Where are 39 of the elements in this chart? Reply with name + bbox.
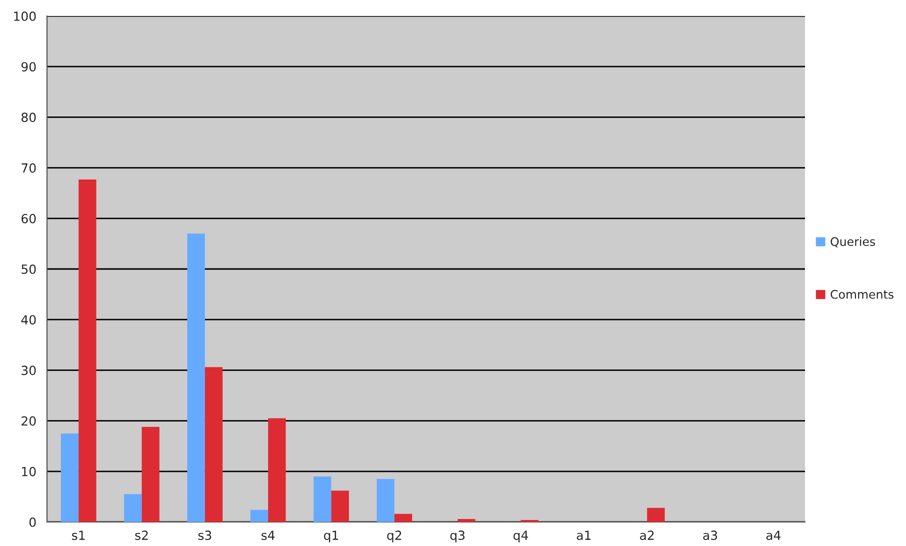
bar xyxy=(124,494,142,522)
bar xyxy=(394,514,412,522)
x-tick-label: q3 xyxy=(450,530,465,542)
bar xyxy=(647,508,665,522)
x-tick-label: q2 xyxy=(387,530,402,542)
x-tick-label: a4 xyxy=(766,530,781,540)
bar xyxy=(204,367,223,522)
bar xyxy=(187,234,205,522)
y-tick-label: 80 xyxy=(22,112,36,122)
y-tick-label: 50 xyxy=(22,264,36,274)
bar xyxy=(142,426,160,522)
y-tick-label: 20 xyxy=(22,416,36,426)
x-tick-label: q4 xyxy=(513,530,528,542)
bar xyxy=(268,418,286,522)
x-tick-label: s3 xyxy=(198,530,212,540)
x-tick-label: a2 xyxy=(640,530,654,540)
legend-label: Queries xyxy=(830,236,876,248)
y-tick-label: 60 xyxy=(22,214,36,224)
x-tick-label: a1 xyxy=(576,530,591,540)
y-tick-label: 40 xyxy=(21,315,36,325)
y-tick-label: 30 xyxy=(22,366,36,376)
y-tick-label: 10 xyxy=(22,466,36,476)
y-tick-label: 90 xyxy=(21,62,36,72)
bar xyxy=(250,510,268,522)
y-tick-label: 70 xyxy=(22,163,36,173)
x-tick-label: s4 xyxy=(262,530,275,540)
bar xyxy=(78,179,96,522)
bar xyxy=(458,518,476,522)
x-tick-label: a3 xyxy=(703,530,718,540)
bar xyxy=(314,476,332,522)
bar xyxy=(60,433,79,522)
legend-label: Comments xyxy=(830,290,894,299)
bar xyxy=(376,478,394,522)
y-tick-label: 0 xyxy=(29,517,36,527)
x-tick-label: s2 xyxy=(135,530,148,540)
x-tick-label: s1 xyxy=(72,530,85,540)
x-tick-label: q1 xyxy=(324,530,338,542)
y-tick-label: 100 xyxy=(14,11,36,21)
bar xyxy=(331,490,349,522)
